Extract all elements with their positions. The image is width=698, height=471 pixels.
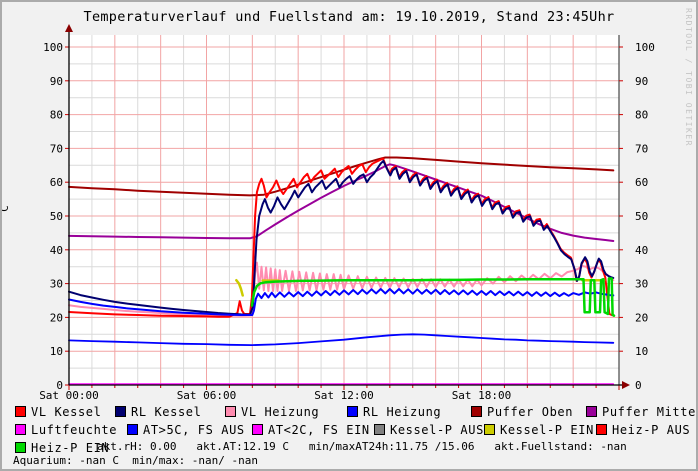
legend-swatch-at-5c-fs-aus (127, 424, 138, 435)
legend-label: Puffer Oben (487, 405, 574, 419)
y-tick-label-right: 90 (635, 75, 648, 88)
legend-swatch-heiz-p-aus (596, 424, 607, 435)
x-tick-label: Sat 06:00 (177, 389, 237, 402)
y-tick-label-left: 50 (50, 210, 63, 223)
legend-label: AT<2C, FS EIN (268, 423, 370, 437)
y-tick-label-right: 30 (635, 278, 648, 291)
series-rl-kessel-line (68, 159, 615, 316)
legend-swatch-puffer-mitte (586, 406, 597, 417)
series-puffer-oben-line (68, 156, 615, 197)
legend-item-luftfeuchte: Luftfeuchte (15, 424, 117, 436)
y-tick-label-right: 100 (635, 41, 655, 54)
x-axis-arrow-icon (622, 381, 630, 389)
y-tick-label-right: 60 (635, 176, 648, 189)
legend-swatch-luftfeuchte (15, 424, 26, 435)
x-tick-label: Sat 18:00 (452, 389, 512, 402)
legend-label: RL Kessel (131, 405, 202, 419)
legend-swatch-heiz-p-ein (15, 442, 26, 453)
legend-label: AT>5C, FS AUS (143, 423, 245, 437)
series-heiz-p-ein-line (250, 277, 616, 317)
legend-item-heiz-p-aus: Heiz-P AUS (596, 424, 690, 436)
legend-item-kessel-p-aus: Kessel-P AUS (374, 424, 484, 436)
y-tick-label-right: 50 (635, 210, 648, 223)
legend-swatch-rl-heizung (347, 406, 358, 417)
y-tick-label-right: 20 (635, 311, 648, 324)
y-tick-label-left: 90 (50, 75, 63, 88)
series-kessel-p-ein-line (235, 278, 244, 297)
legend-swatch-vl-kessel (15, 406, 26, 417)
y-tick-label-left: 10 (50, 345, 63, 358)
series-at-5c-fs-aus-line (68, 333, 615, 347)
legend-item-rl-heizung: RL Heizung (347, 406, 441, 418)
y-tick-label-left: 80 (50, 109, 63, 122)
y-tick-label-right: 10 (635, 345, 648, 358)
y-tick-label-left: 60 (50, 176, 63, 189)
legend-label: Puffer Mitte (602, 405, 696, 419)
legend-swatch-at-2c-fs-ein (252, 424, 263, 435)
legend-label: VL Heizung (241, 405, 320, 419)
legend-swatch-kessel-p-ein (484, 424, 495, 435)
y-tick-label-left: 20 (50, 311, 63, 324)
legend-label: Kessel-P EIN (500, 423, 594, 437)
y-tick-label-left: 0 (56, 379, 63, 392)
axis-labels: 0 0 10 10 20 20 30 30 40 40 50 50 60 60 70 70 80 80 90 90 10… (39, 41, 655, 402)
y-axis-arrow-icon (65, 24, 73, 32)
legend-swatch-vl-heizung (225, 406, 236, 417)
legend-swatch-puffer-oben (471, 406, 482, 417)
y-tick-label-left: 100 (43, 41, 63, 54)
y-tick-label-left: 30 (50, 278, 63, 291)
legend-item-puffer-oben: Puffer Oben (471, 406, 573, 418)
stats-line-2: Aquarium: -nan C min/max: -nan/ -nan (13, 454, 259, 467)
series-rl-heizung-line (68, 288, 615, 316)
legend-label: VL Kessel (31, 405, 102, 419)
x-tick-label: Sat 00:00 (39, 389, 99, 402)
legend-item-heiz-p-ein: Heiz-P EIN (15, 442, 109, 454)
legend-label: Luftfeuchte (31, 423, 118, 437)
series-lines (68, 156, 616, 385)
y-tick-label-right: 0 (635, 379, 642, 392)
legend-swatch-rl-kessel (115, 406, 126, 417)
y-tick-label-left: 70 (50, 142, 63, 155)
legend-item-at-5c-fs-aus: AT>5C, FS AUS (127, 424, 245, 436)
graph-title: Temperaturverlauf und Fuellstand am: 19.… (83, 9, 615, 25)
y-tick-label-left: 40 (50, 244, 63, 257)
legend-item-puffer-mitte: Puffer Mitte (586, 406, 696, 418)
legend-item-at-2c-fs-ein: AT<2C, FS EIN (252, 424, 370, 436)
legend-item-rl-kessel: RL Kessel (115, 406, 201, 418)
stats-line-1: akt.rH: 0.00 akt.AT:12.19 C min/maxAT24h… (97, 440, 627, 453)
legend-label: Heiz-P EIN (31, 441, 110, 455)
y-tick-label-right: 40 (635, 244, 648, 257)
legend-item-kessel-p-ein: Kessel-P EIN (484, 424, 594, 436)
rrdtool-watermark: RRDTOOL / TOBI OETIKER (684, 8, 693, 147)
y-tick-label-right: 80 (635, 109, 648, 122)
x-tick-label: Sat 12:00 (314, 389, 374, 402)
legend-label: Heiz-P AUS (612, 423, 691, 437)
grid (69, 35, 620, 385)
legend-label: RL Heizung (363, 405, 442, 419)
y-tick-label-right: 70 (635, 142, 648, 155)
legend-label: Kessel-P AUS (390, 423, 484, 437)
legend-item-vl-heizung: VL Heizung (225, 406, 319, 418)
y-axis-unit-label: C (2, 205, 11, 212)
legend-swatch-kessel-p-aus (374, 424, 385, 435)
legend-item-vl-kessel: VL Kessel (15, 406, 101, 418)
